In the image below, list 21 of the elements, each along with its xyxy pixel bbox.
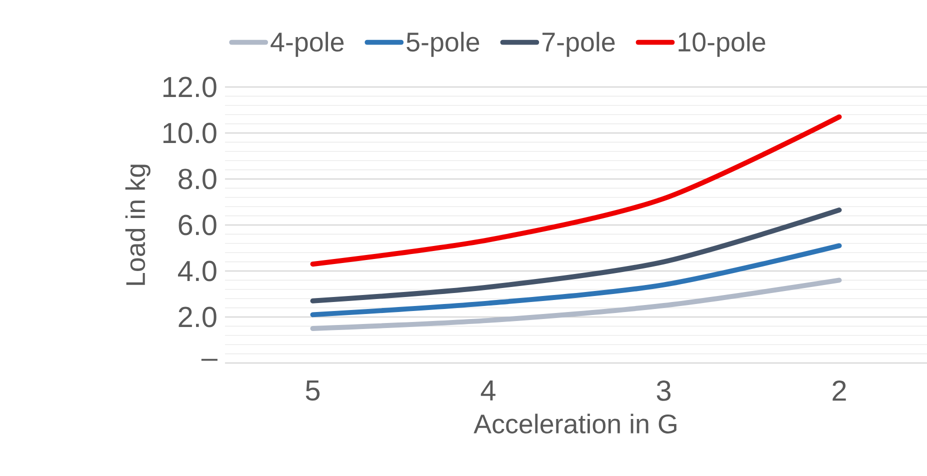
line-series [310, 208, 842, 304]
x-tick-label: 2 [832, 380, 846, 401]
y-axis-title: Load in kg [125, 164, 150, 285]
legend-label: 5-pole [406, 32, 480, 57]
line-series [310, 114, 842, 267]
y-tick-label: – [201, 358, 218, 361]
legend-label: 10-pole [678, 32, 766, 57]
y-tick-label: 8.0 [178, 168, 216, 190]
y-tick-label: 2.0 [178, 306, 216, 328]
line-series [310, 243, 842, 318]
y-tick-label: 6.0 [178, 214, 216, 236]
line-series [310, 278, 842, 331]
y-tick-label: 4.0 [178, 260, 216, 282]
y-tick-label: 10.0 [163, 122, 216, 144]
x-tick-label: 4 [480, 380, 496, 400]
y-tick-label: 12.0 [163, 76, 216, 98]
x-tick-label: 3 [656, 380, 671, 401]
x-axis-title: Acceleration in G [474, 414, 676, 434]
legend-label: 7-pole [542, 32, 615, 57]
legend-label: 4-pole [270, 32, 344, 57]
x-tick-label: 5 [306, 380, 320, 401]
